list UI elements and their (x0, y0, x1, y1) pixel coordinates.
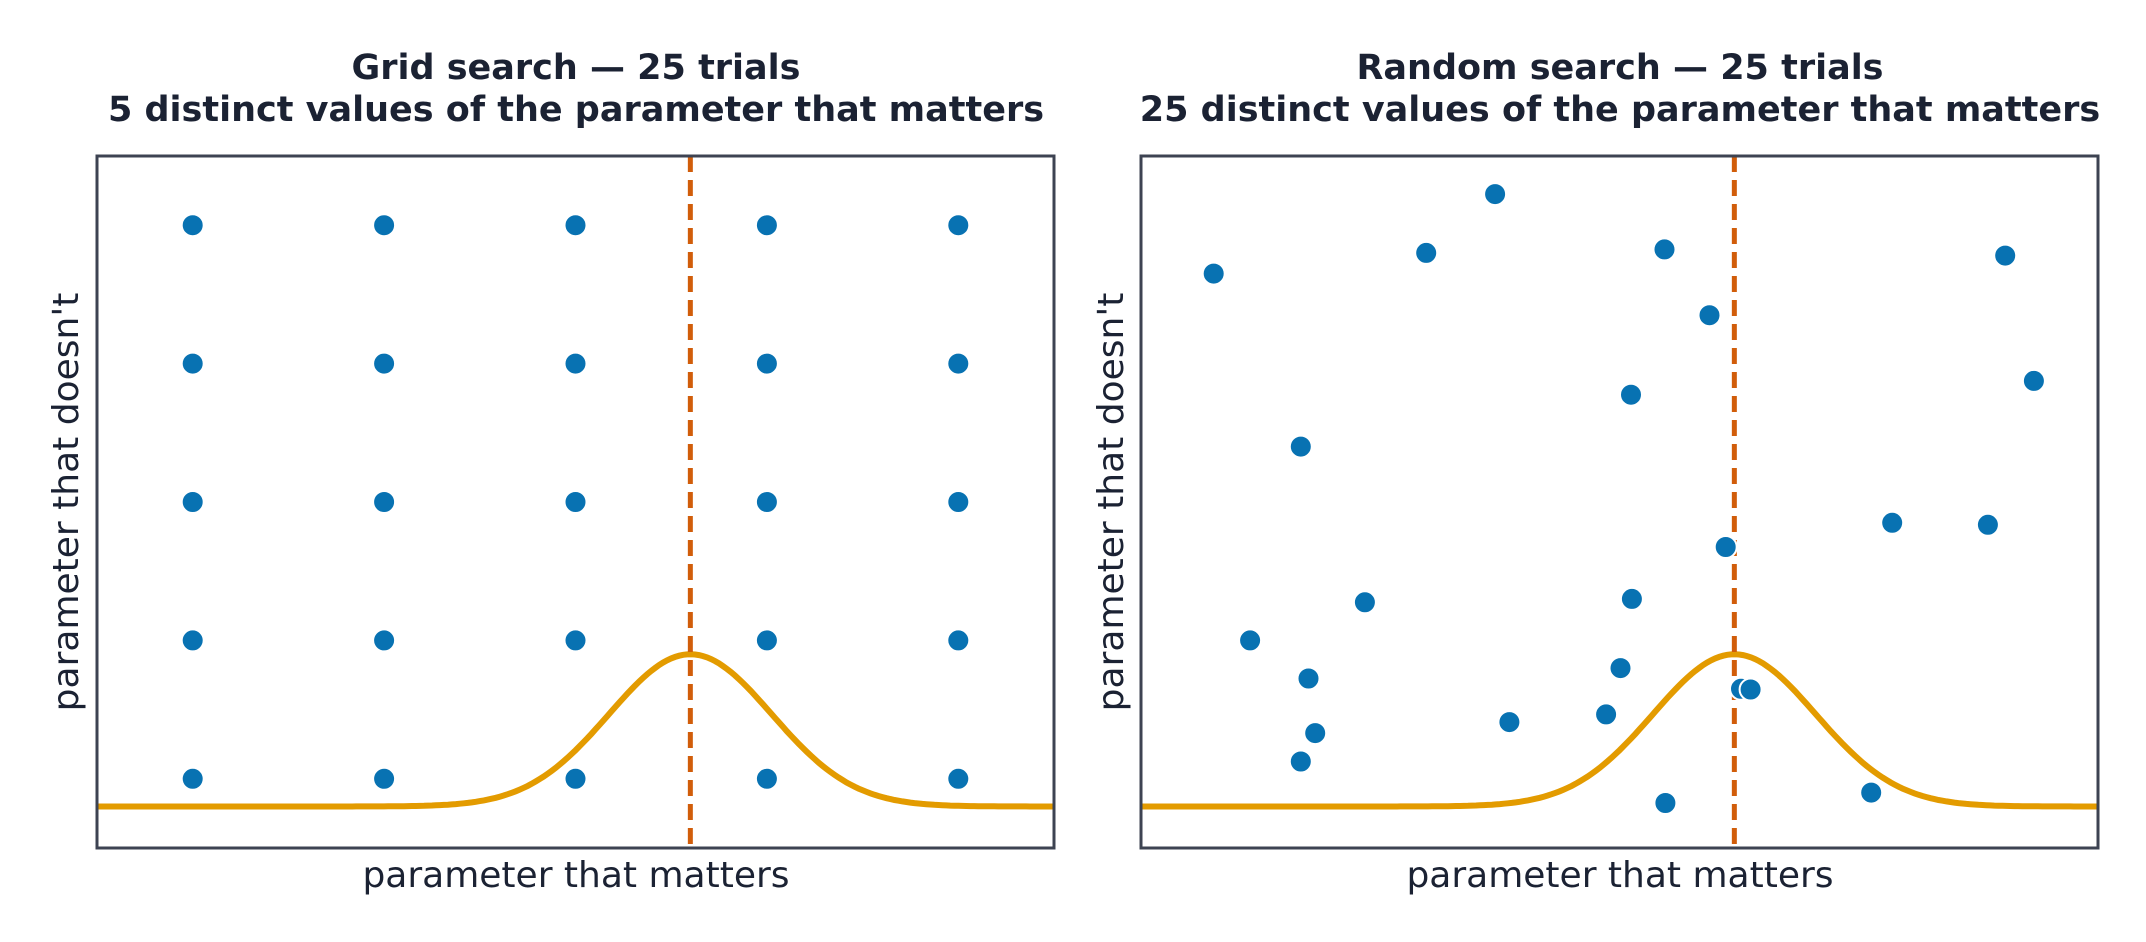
grid-search-trial-point (754, 490, 779, 514)
grid-search-panel: Grid search — 25 trials 5 distinct value… (46, 48, 1056, 896)
random-search-trial-point (1697, 303, 1722, 328)
grid-search-trial-point (946, 351, 971, 376)
grid-search-trial-point (946, 766, 971, 791)
grid-search-trial-point (754, 351, 779, 376)
grid-search-trial-point (563, 490, 588, 514)
random-search-trial-point (1483, 182, 1508, 207)
grid-search-trial-point (563, 766, 588, 791)
random-search-trial-point (1238, 628, 1263, 653)
random-search-trial-point (1713, 535, 1738, 559)
grid-search-y-axis-label: parameter that doesn't (46, 293, 87, 712)
grid-search-trial-point (563, 213, 588, 238)
grid-search-plot-area (95, 154, 1056, 850)
random-search-trial-point (1288, 434, 1313, 459)
grid-search-trial-point (946, 213, 971, 238)
random-search-trial-point (1201, 261, 1226, 286)
random-search-marks (1141, 156, 2098, 848)
random-search-trial-point (1859, 780, 1884, 805)
random-search-title: Random search — 25 trials (1356, 48, 1883, 88)
grid-search-trial-point (563, 351, 588, 376)
random-search-y-axis-label: parameter that doesn't (1091, 293, 1132, 712)
random-search-trial-point (1594, 702, 1619, 727)
grid-search-trial-point (180, 766, 205, 791)
grid-search-marks (97, 156, 1054, 848)
grid-search-trial-point (372, 628, 397, 653)
random-search-subtitle: 25 distinct values of the parameter that… (1140, 90, 2100, 130)
random-search-trial-point (1303, 721, 1328, 746)
random-search-trial-point (1619, 382, 1643, 407)
grid-search-trial-point (754, 213, 779, 238)
grid-search-trial-point (754, 628, 779, 653)
random-search-trial-point (1608, 656, 1633, 681)
random-search-trial-point (1652, 237, 1677, 262)
random-search-performance-curve (1141, 651, 2098, 810)
random-search-trial-point (1880, 510, 1905, 535)
grid-search-trial-point (180, 628, 205, 653)
random-search-trial-point (2021, 368, 2046, 393)
grid-search-performance-curve (97, 651, 1054, 810)
random-search-trial-point (1619, 586, 1644, 611)
grid-search-trial-point (372, 766, 397, 791)
random-search-plot-area (1139, 154, 2100, 850)
grid-search-trial-point (180, 213, 205, 238)
grid-search-title: Grid search — 25 trials (351, 48, 800, 88)
grid-search-trial-point (754, 766, 779, 791)
random-search-x-axis-label: parameter that matters (1406, 855, 1833, 896)
grid-search-trial-point (946, 490, 971, 514)
random-search-trial-point (1738, 677, 1763, 702)
grid-search-trial-point (372, 351, 397, 376)
random-search-trial-point (1352, 590, 1377, 615)
grid-search-axes-frame (95, 154, 1056, 850)
grid-search-trial-point (372, 490, 397, 514)
random-search-trial-point (1653, 791, 1678, 815)
random-search-trial-point (1288, 749, 1313, 774)
random-search-axes-frame (1139, 154, 2100, 850)
random-search-trial-point (1993, 243, 2018, 268)
random-search-trial-point (1296, 666, 1321, 691)
random-search-trial-point (1497, 710, 1522, 735)
grid-search-trial-point (946, 628, 971, 653)
grid-search-subtitle: 5 distinct values of the parameter that … (108, 90, 1044, 130)
grid-search-x-axis-label: parameter that matters (362, 855, 789, 896)
random-search-trial-point (1975, 512, 2000, 537)
grid-search-trial-point (563, 628, 588, 653)
grid-search-trial-point (180, 351, 205, 376)
grid-search-trial-point (180, 490, 205, 514)
grid-search-trial-point (372, 213, 397, 238)
random-search-trial-point (1414, 240, 1439, 265)
random-search-panel: Random search — 25 trials 25 distinct va… (1091, 48, 2100, 896)
